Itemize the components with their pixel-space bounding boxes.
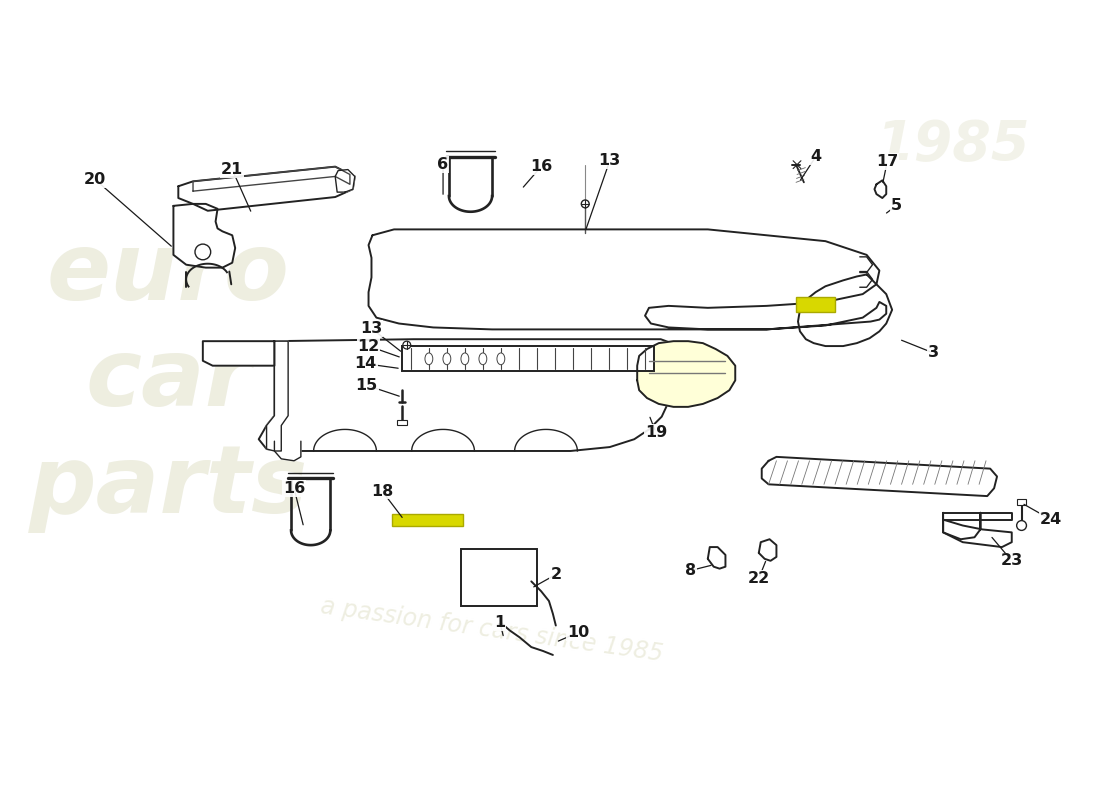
Polygon shape [274,441,301,461]
Polygon shape [637,341,735,407]
Circle shape [1016,521,1026,530]
Polygon shape [178,166,355,210]
Polygon shape [174,204,235,268]
Text: 13: 13 [361,321,383,336]
Polygon shape [761,457,997,496]
Text: 18: 18 [371,484,394,498]
Ellipse shape [497,353,505,365]
Circle shape [403,341,410,349]
Circle shape [581,200,590,208]
Polygon shape [368,230,887,330]
Text: 12: 12 [358,338,379,354]
Polygon shape [258,339,671,451]
Polygon shape [759,539,777,561]
Bar [796,297,835,312]
Text: 2: 2 [550,567,561,582]
Polygon shape [266,341,288,451]
Text: 14: 14 [354,356,376,371]
Text: 5: 5 [891,198,902,214]
Text: 13: 13 [598,154,620,168]
Text: 24: 24 [1040,512,1063,527]
Text: 16: 16 [283,481,305,496]
Text: 1985: 1985 [876,118,1031,172]
Bar [397,420,407,426]
Ellipse shape [443,353,451,365]
Bar [402,346,653,370]
Text: 17: 17 [876,154,899,170]
Text: euro
car
parts: euro car parts [29,228,308,533]
Text: 8: 8 [684,563,695,578]
Ellipse shape [425,353,432,365]
Circle shape [195,244,211,260]
Text: 16: 16 [530,159,552,174]
Bar [461,549,537,606]
Text: 22: 22 [748,571,770,586]
Polygon shape [798,274,892,346]
Polygon shape [336,170,355,192]
Text: 19: 19 [645,425,667,440]
Polygon shape [943,520,1012,547]
Polygon shape [707,547,725,569]
Bar [1016,499,1026,505]
Polygon shape [202,341,274,366]
Polygon shape [874,180,887,198]
Text: 21: 21 [221,162,243,177]
Text: 15: 15 [355,378,377,393]
Bar [392,514,463,526]
Text: 10: 10 [568,625,590,640]
Text: a passion for cars since 1985: a passion for cars since 1985 [319,594,664,666]
Polygon shape [943,513,980,539]
Text: 6: 6 [438,157,449,172]
Text: 1: 1 [494,615,506,630]
Text: 4: 4 [810,150,822,164]
Ellipse shape [461,353,469,365]
Text: 20: 20 [84,172,106,187]
Ellipse shape [478,353,487,365]
Polygon shape [943,513,1012,520]
Text: 3: 3 [927,346,939,361]
Text: 23: 23 [1001,554,1023,568]
